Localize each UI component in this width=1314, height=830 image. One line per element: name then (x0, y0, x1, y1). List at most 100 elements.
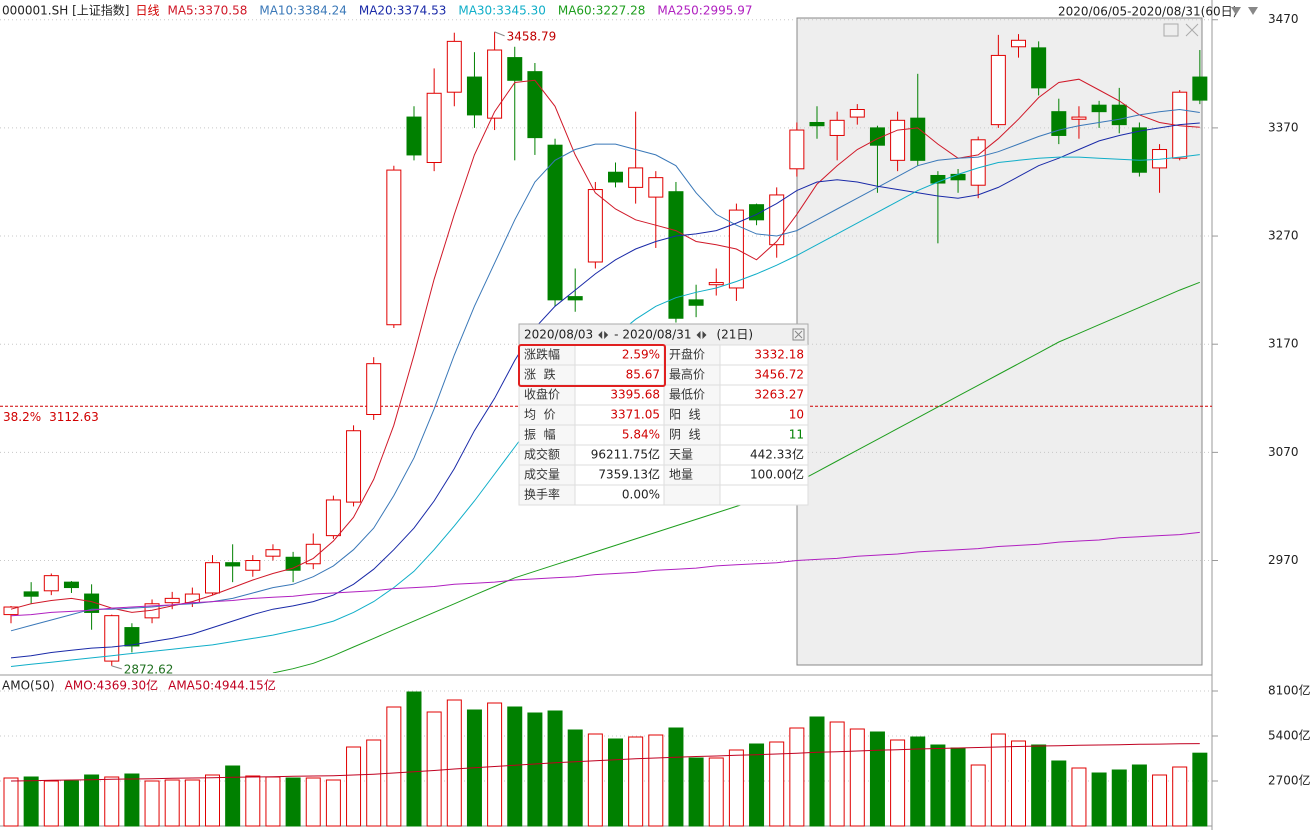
volume-legend: AMO(50) (2, 679, 55, 693)
close-icon[interactable] (1185, 23, 1199, 37)
volume-bar (164, 779, 180, 827)
volume-bar (990, 733, 1006, 827)
volume-bar (567, 729, 583, 827)
volume-bar (829, 721, 845, 827)
ma-line (10, 78, 1200, 613)
candle-body (547, 144, 563, 301)
high-label: 3458.79 (507, 29, 557, 43)
popup-value: 7359.13亿 (598, 467, 660, 482)
candle-body (587, 189, 603, 263)
candle-body (950, 173, 966, 181)
volume-bar (930, 744, 946, 827)
volume-bar (406, 691, 422, 827)
volume-bar (325, 779, 341, 827)
candle-body (1031, 47, 1047, 89)
popup-value: 10 (789, 408, 804, 422)
y-tick-label: 8100亿 (1268, 683, 1311, 698)
volume-legend: AMO:4369.30亿 (65, 678, 158, 693)
volume-bar (869, 731, 885, 827)
restore-icon[interactable] (1163, 23, 1179, 37)
volume-bar (366, 739, 382, 827)
candle-body (1172, 91, 1188, 159)
ma-line (10, 531, 1200, 617)
volume-bar (1071, 767, 1087, 827)
popup-label: 最低价 (669, 388, 705, 402)
popup-value: 0.00% (622, 488, 660, 502)
candle-body (305, 543, 321, 565)
candle-body (769, 194, 785, 246)
low-label: 2872.62 (124, 662, 174, 676)
volume-average-line (10, 743, 1200, 782)
volume-bar (104, 776, 120, 827)
volume-bar (1172, 766, 1188, 827)
volume-bar (608, 738, 623, 827)
popup-label: 成交量 (524, 467, 560, 482)
volume-bar (708, 757, 724, 827)
y-tick-label: 3270 (1268, 229, 1299, 243)
candle-body (890, 119, 906, 161)
volume-bar (587, 733, 603, 827)
candle-body (43, 575, 59, 592)
popup-value: 3456.72 (754, 368, 804, 382)
range-label: 2020/06/05-2020/08/31(60日) (1058, 5, 1237, 19)
volume-bar (668, 727, 684, 827)
legend-entry: MA60:3227.28 (558, 4, 646, 18)
legend-entry: MA10:3384.24 (259, 4, 347, 18)
dropdown-icon[interactable] (1248, 7, 1258, 15)
candle-body (1131, 127, 1147, 173)
popup-cell (719, 484, 809, 506)
y-tick-label: 2970 (1268, 553, 1299, 567)
volume-bar (346, 746, 362, 827)
volume-bar (809, 716, 825, 827)
volume-bar (124, 773, 140, 827)
volume-bar (950, 747, 966, 827)
candle-body (1011, 39, 1026, 48)
candle-body (23, 591, 39, 597)
legend-entry: MA250:2995.97 (657, 4, 752, 18)
dropdown-icon[interactable] (1231, 7, 1241, 15)
popup-label: 阳 线 (669, 408, 701, 422)
candle-body (346, 430, 362, 503)
volume-bar (43, 780, 59, 827)
volume-bar (1192, 752, 1208, 827)
popup-label: 涨跌幅 (524, 347, 560, 362)
candle-body (789, 129, 805, 170)
candle-body (205, 562, 220, 594)
popup-label: 成交额 (524, 447, 560, 462)
popup-value: 3395.68 (610, 388, 660, 402)
popup-days: (21日) (716, 328, 753, 342)
volume-bar (426, 711, 442, 827)
volume-bar (23, 776, 39, 827)
popup-close[interactable] (792, 328, 805, 341)
candle-body (366, 363, 382, 416)
popup-value: 11 (789, 428, 804, 442)
volume-bar (386, 706, 402, 827)
popup-label: 最高价 (669, 367, 705, 382)
popup-label: 换手率 (524, 487, 560, 502)
volume-bar (910, 736, 926, 827)
volume-bar (547, 710, 563, 827)
legend-entry: MA5:3370.58 (167, 4, 247, 18)
candle-body (104, 615, 120, 662)
popup-highlight (518, 344, 666, 387)
candle-body (628, 167, 644, 188)
volume-bar (446, 699, 462, 827)
popup-value: 3371.05 (610, 408, 660, 422)
volume-bar (225, 765, 241, 827)
volume-bar (688, 757, 704, 827)
popup-value: 96211.75亿 (591, 447, 660, 462)
candle-body (608, 171, 623, 183)
y-tick-label: 3170 (1268, 337, 1299, 351)
candle-body (990, 54, 1006, 126)
candle-body (849, 109, 865, 118)
popup-from: 2020/08/03 (524, 328, 593, 342)
candle-body (164, 597, 180, 604)
popup-value: 2.59% (622, 348, 660, 362)
candle-body (446, 40, 462, 93)
popup-value: 442.33亿 (750, 447, 804, 462)
candle-body (63, 581, 79, 589)
volume-bar (1051, 760, 1067, 827)
popup-value: 3263.27 (754, 388, 804, 402)
candle-body (567, 296, 583, 301)
popup-value: 5.84% (622, 428, 660, 442)
